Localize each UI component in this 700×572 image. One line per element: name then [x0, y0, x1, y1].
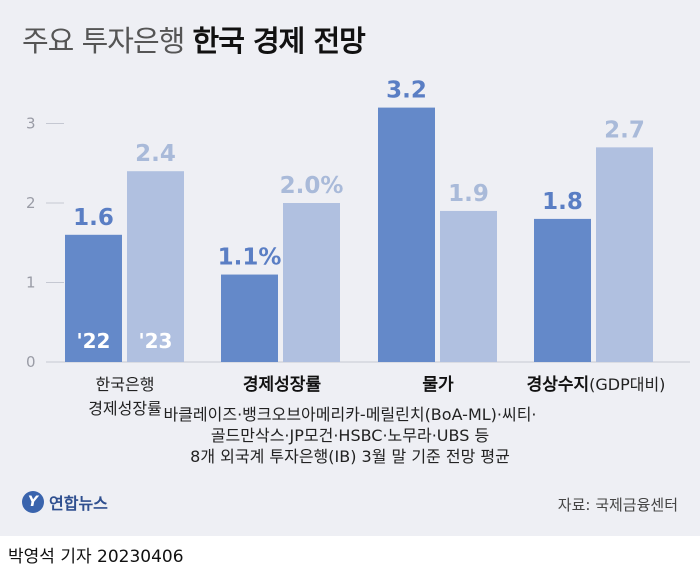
yonhap-logo: Y 연합뉴스	[22, 490, 108, 514]
title-bold: 한국 경제 전망	[192, 24, 366, 58]
year-label: '22	[77, 329, 111, 353]
bar-23	[283, 203, 340, 362]
bar-23	[440, 210, 497, 362]
category-label: 경제성장률	[243, 375, 322, 395]
data-label: 1.9	[448, 181, 489, 207]
y-tick-label: 2	[26, 194, 36, 212]
footnote-line: 8개 외국계 투자은행(IB) 3월 말 기준 전망 평균	[190, 447, 510, 466]
data-label: 1.6	[73, 205, 114, 231]
y-tick-label: 3	[26, 115, 36, 133]
bar-22	[65, 234, 122, 362]
footnote-line: 바클레이즈·뱅크오브아메리카-메릴린치(BoA-ML)·씨티·	[163, 405, 537, 424]
bar-22	[378, 107, 435, 362]
data-label: 1.8	[542, 189, 583, 215]
data-label: 1.1%	[218, 245, 282, 271]
bar-22	[534, 218, 591, 362]
category-label: 경상수지(GDP대비)	[527, 375, 666, 395]
data-label: 2.7	[604, 117, 645, 143]
title-light: 주요 투자은행	[22, 24, 185, 58]
year-label: '23	[139, 329, 173, 353]
page-title: 주요 투자은행 한국 경제 전망	[22, 18, 366, 60]
bar-22	[221, 274, 278, 362]
bar-23	[596, 147, 653, 362]
category-label: 물가	[422, 375, 454, 395]
source-label: 자료: 국제금융센터	[557, 496, 678, 514]
logo-mark-icon: Y	[22, 491, 44, 513]
bar-23	[127, 171, 184, 362]
y-tick-label: 0	[26, 353, 36, 371]
category-label: 경제성장률	[88, 399, 162, 418]
footnote-line: 골드만삭스·JP모건·HSBC·노무라·UBS 등	[210, 426, 490, 445]
data-label: 3.2	[386, 78, 427, 104]
y-tick-label: 1	[26, 274, 36, 292]
logo-text: 연합뉴스	[49, 494, 108, 513]
bar-chart: 0 1 2 3 1.6 1.1% 3.2 1.8 2.4 2.0% 1.9 2.7 '22 '23 한…	[26, 78, 690, 418]
data-label: 2.0%	[280, 173, 344, 199]
category-label: 한국은행	[96, 375, 155, 394]
footnote: 바클레이즈·뱅크오브아메리카-메릴린치(BoA-ML)·씨티· 골드만삭스·JP…	[0, 404, 700, 467]
data-label: 2.4	[135, 141, 176, 167]
credit-line: 박영석 기자 20230406	[8, 547, 184, 567]
